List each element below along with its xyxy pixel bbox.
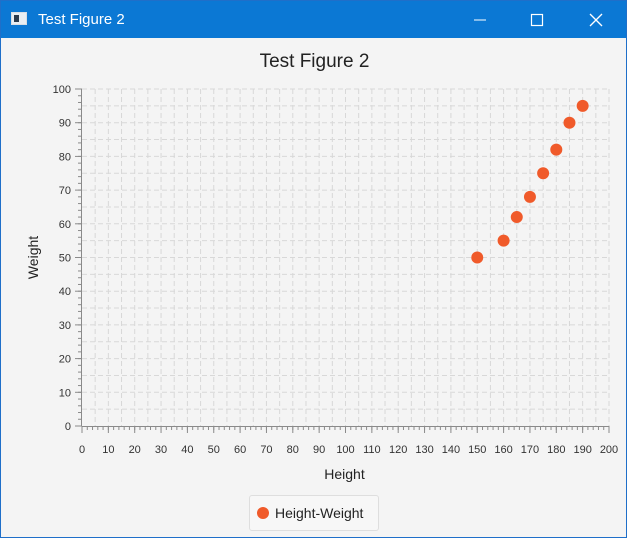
minimize-button[interactable] — [457, 1, 503, 38]
minimize-icon — [474, 19, 486, 20]
x-tick-label: 20 — [129, 444, 141, 456]
maximize-button[interactable] — [514, 1, 560, 38]
x-tick-label: 50 — [208, 444, 220, 456]
x-axis-label: Height — [324, 466, 365, 482]
x-tick-label: 90 — [313, 444, 325, 456]
x-tick-label: 40 — [181, 444, 193, 456]
y-tick-label: 20 — [59, 354, 71, 366]
y-tick-label: 10 — [59, 387, 71, 399]
data-point — [497, 234, 510, 247]
app-icon — [11, 12, 27, 25]
data-point — [523, 190, 536, 203]
data-point — [563, 116, 576, 129]
x-tick-label: 130 — [415, 444, 433, 456]
chart-title: Test Figure 2 — [260, 51, 370, 72]
y-tick-label: 90 — [59, 118, 71, 130]
legend-label: Height-Weight — [275, 505, 364, 521]
x-tick-label: 200 — [600, 444, 618, 456]
x-tick-label: 120 — [389, 444, 407, 456]
window-title: Test Figure 2 — [38, 11, 125, 28]
y-axis-label: Weight — [25, 236, 41, 279]
y-tick-label: 80 — [59, 151, 71, 163]
x-tick-label: 150 — [468, 444, 486, 456]
x-tick-label: 70 — [260, 444, 272, 456]
data-point — [537, 167, 550, 180]
x-tick-label: 180 — [547, 444, 565, 456]
x-tick-label: 60 — [234, 444, 246, 456]
x-tick-label: 0 — [79, 444, 85, 456]
x-tick-label: 30 — [155, 444, 167, 456]
y-tick-label: 100 — [53, 84, 71, 96]
data-point — [576, 99, 589, 112]
maximize-icon — [530, 13, 544, 26]
x-tick-label: 100 — [336, 444, 354, 456]
chart-legend: Height-Weight — [249, 495, 379, 531]
close-icon — [589, 13, 603, 26]
x-tick-label: 190 — [573, 444, 591, 456]
close-button[interactable] — [573, 1, 619, 38]
data-point — [510, 211, 523, 224]
y-tick-label: 40 — [59, 286, 71, 298]
x-tick-label: 160 — [494, 444, 512, 456]
legend-marker — [257, 507, 269, 519]
data-point — [550, 143, 563, 156]
x-tick-label: 110 — [363, 444, 381, 456]
x-tick-label: 80 — [287, 444, 299, 456]
y-tick-label: 0 — [65, 421, 71, 433]
title-bar[interactable]: Test Figure 2 — [1, 1, 626, 38]
y-tick-label: 30 — [59, 320, 71, 332]
x-tick-label: 140 — [442, 444, 460, 456]
scatter-chart: 0 10 20 30 40 50 60 70 80 90 100 110 120 130 140 150 160… — [25, 51, 618, 482]
x-tick-label: 10 — [102, 444, 114, 456]
y-tick-label: 70 — [59, 185, 71, 197]
y-tick-label: 50 — [59, 253, 71, 265]
y-tick-label: 60 — [59, 219, 71, 231]
data-point — [471, 251, 484, 264]
x-tick-label: 170 — [521, 444, 539, 456]
